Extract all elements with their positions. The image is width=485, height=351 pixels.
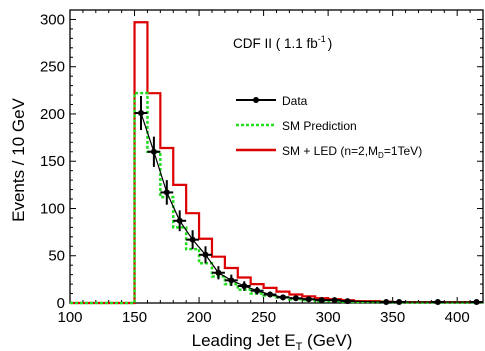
annotation-superscript: -1 [318,34,326,44]
series-sm-led-histogram [70,21,483,305]
x-tick-label: 250 [251,309,276,326]
y-tick-label: 150 [40,153,65,170]
legend-sm-label: SM Prediction [282,119,357,133]
data-point [137,110,144,117]
annotation: CDF II ( 1.1 fb-1) [233,34,332,51]
y-axis-title: Events / 10 GeV [9,97,28,221]
legend-led-subscript: D [378,151,384,160]
x-tick-label: 150 [122,309,147,326]
data-point [331,297,338,304]
legend-led-label: SM + LED (n=2,MD=1TeV) [282,144,422,160]
y-tick-label: 0 [57,295,65,312]
y-tick-label: 100 [40,200,65,217]
y-tick-label: 50 [48,248,65,265]
data-point [254,287,261,294]
data-point [241,282,248,289]
series-sm-prediction-histogram [70,91,483,305]
plot-area: 100 150 200 250 300 350 400 0 50 100 150 200 250 300 [40,9,484,326]
y-tick-label: 200 [40,106,65,123]
data-point [267,291,274,298]
x-tick-label: 100 [57,309,82,326]
x-tick-label: 350 [380,309,405,326]
data-point [150,148,157,155]
x-tick-label: 300 [316,309,341,326]
data-point [473,299,480,306]
series-data-line [140,112,477,303]
data-point [344,298,351,305]
data-point [318,297,325,304]
data-point [305,296,312,303]
data-point [396,299,403,306]
data-point [383,299,390,306]
legend-data-marker [253,97,259,103]
data-point [163,189,170,196]
data-point [176,217,183,224]
data-point [279,294,286,301]
y-tick-label: 250 [40,59,65,76]
data-point [189,236,196,243]
legend: Data SM Prediction SM + LED (n=2,MD=1TeV… [236,94,422,160]
data-point [202,251,209,258]
x-axis-title: Leading Jet ET (GeV) [192,331,353,351]
y-tick-label: 300 [40,11,65,28]
data-point [215,269,222,276]
x-axis-title-subscript: T [296,341,303,351]
x-tick-label: 400 [445,309,470,326]
data-point [228,277,235,284]
data-point [292,295,299,302]
legend-data-label: Data [282,94,308,108]
data-point [434,299,441,306]
x-tick-label: 200 [187,309,212,326]
